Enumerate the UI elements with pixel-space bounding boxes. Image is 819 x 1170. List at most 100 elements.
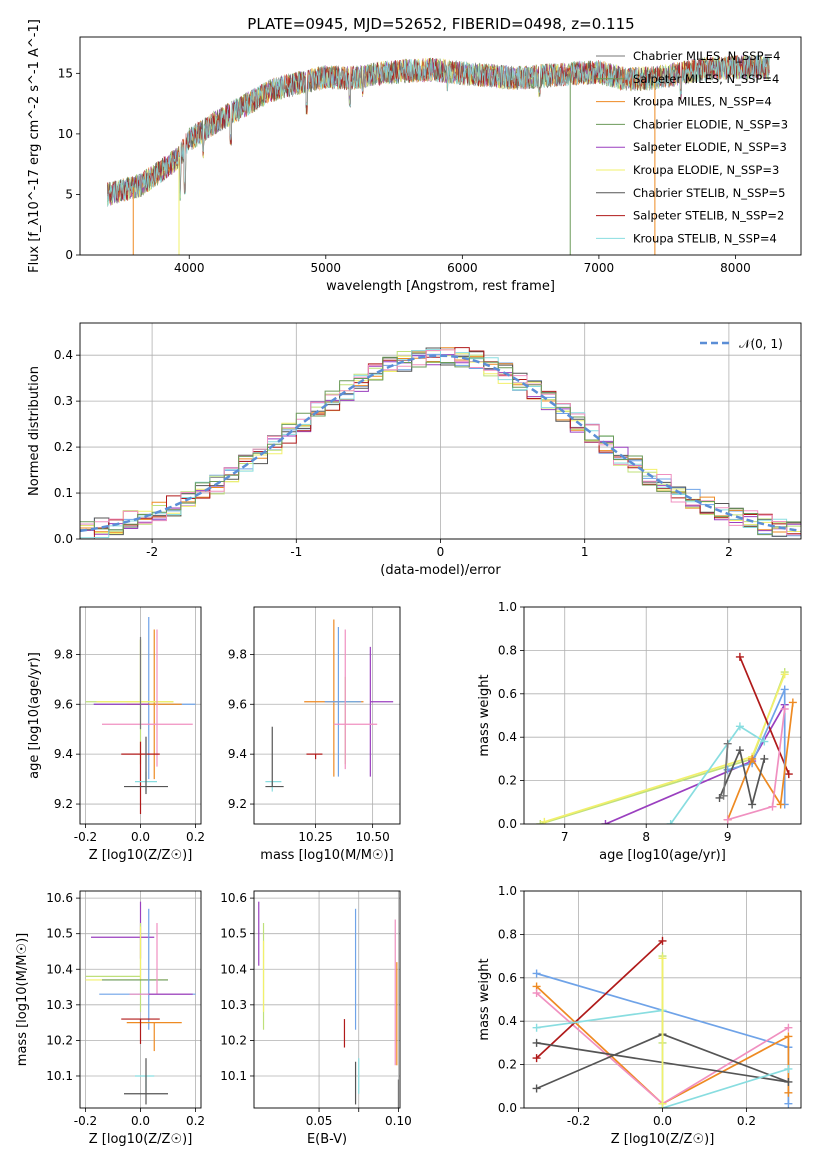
mass-weight-vs-Z-axes: -0.2 0.0 0.2 0.0 0.2 0.4 0.6 0.8 1.0 Z [log10(Z/Z… — [477, 884, 802, 1147]
weight-line — [726, 702, 794, 821]
y-axis-label: age [log10(age/yr)] — [27, 652, 42, 779]
mass-vs-Z-axes: -0.2 0.0 0.2 10.1 10.2 10.3 10.4 10.5 10.6 Z [log… — [15, 890, 205, 1147]
y-axis-label: mass weight — [477, 958, 492, 1040]
weight-line — [536, 985, 790, 1105]
weight-marker — [723, 739, 732, 748]
legend-label: Salpeter ELODIE, N_SSP=3 — [633, 140, 787, 154]
weight-line — [540, 671, 786, 824]
y-tick-label: 0.8 — [498, 643, 517, 657]
weight-marker — [760, 754, 769, 763]
weight-marker — [784, 770, 793, 779]
y-tick-label: 10 — [58, 127, 73, 141]
weight-marker — [784, 1088, 793, 1097]
spectrum-plot-area — [107, 55, 770, 255]
weight-marker — [658, 936, 667, 945]
legend-label: Salpeter STELIB, N_SSP=2 — [633, 209, 784, 223]
x-tick-label: 0.2 — [737, 1114, 756, 1128]
weight-marker — [776, 800, 785, 809]
legend-label: Salpeter MILES, N_SSP=4 — [633, 72, 779, 86]
x-axis-label: Z [log10(Z/Z☉)] — [89, 848, 193, 863]
x-tick-label: -1 — [290, 545, 302, 559]
mass-weight-vs-age-axes: 7 8 9 0.0 0.2 0.4 0.6 0.8 1.0 age [log10(age/yr)]… — [477, 600, 802, 863]
x-tick-label: 8000 — [720, 261, 751, 275]
x-tick-label: 0.10 — [385, 1114, 412, 1128]
legend-label: 𝒩(0, 1) — [739, 337, 783, 351]
histogram-step — [80, 349, 801, 536]
x-tick-label: 0.0 — [131, 1114, 150, 1128]
weight-marker — [780, 685, 789, 694]
y-tick-label: 0.8 — [498, 927, 517, 941]
x-tick-label: 0 — [437, 545, 445, 559]
mass-weight-vs-Z-plot-area — [532, 936, 793, 1108]
y-tick-label: 0.6 — [498, 687, 517, 701]
y-tick-label: 10.5 — [46, 927, 73, 941]
y-tick-label: 10.3 — [220, 998, 247, 1012]
y-tick-label: 9.2 — [54, 797, 73, 811]
y-axis-label: Normed distribution — [27, 366, 42, 496]
mass-weight-vs-age-frame — [523, 606, 802, 825]
x-tick-label: 10.25 — [298, 830, 332, 844]
spectrum-line — [107, 55, 770, 207]
y-tick-label: 9.8 — [54, 647, 73, 661]
x-tick-label: -0.2 — [567, 1114, 590, 1128]
weight-line — [536, 940, 664, 1059]
histogram-step — [80, 347, 801, 537]
x-axis-label: Z [log10(Z/Z☉)] — [89, 1132, 193, 1147]
y-tick-label: 0.3 — [54, 394, 73, 408]
y-tick-label: 10.2 — [220, 1033, 247, 1047]
y-axis-label: Flux [f_λ10^-17 erg cm^-2 s^-1 A^-1] — [27, 19, 42, 273]
spectrum-axes: 4000 5000 6000 7000 8000 0 5 10 15 wavelength [An… — [27, 19, 802, 294]
x-tick-label: 9 — [724, 830, 732, 844]
y-tick-label: 10.4 — [46, 962, 73, 976]
weight-marker — [658, 1099, 667, 1108]
x-tick-label: 0.0 — [653, 1114, 672, 1128]
spectrum-line — [107, 55, 770, 203]
weight-marker — [601, 820, 610, 824]
weight-marker — [768, 802, 777, 811]
y-tick-label: 0.0 — [54, 532, 73, 546]
weight-line — [722, 743, 729, 796]
y-tick-label: 10.1 — [46, 1069, 73, 1083]
weight-marker — [780, 670, 789, 679]
weight-marker — [784, 1023, 793, 1032]
x-tick-label: 8 — [642, 830, 650, 844]
weight-line — [727, 689, 786, 805]
mass-vs-ebv-axes: 0.05 0.10 10.1 10.2 10.3 10.4 10.5 10.6 E(B-V) — [220, 890, 412, 1147]
x-axis-label: mass [log10(M/M☉)] — [260, 848, 393, 863]
y-tick-label: 9.6 — [228, 697, 247, 711]
x-axis-label: age [log10(age/yr)] — [599, 848, 726, 863]
mass-vs-Z-plot-area — [85, 901, 196, 1105]
weight-line — [718, 747, 766, 805]
weight-line — [739, 656, 790, 775]
residual-histogram-frame — [79, 322, 802, 540]
age-vs-mass-frame — [253, 606, 401, 825]
y-tick-label: 0.0 — [498, 817, 517, 831]
age-vs-mass-plot-area — [265, 619, 394, 792]
weight-marker — [735, 652, 744, 661]
mass-weight-vs-age-plot-area — [536, 652, 797, 824]
weight-line — [605, 704, 786, 824]
y-tick-label: 10.1 — [220, 1069, 247, 1083]
weight-marker — [788, 698, 797, 707]
y-tick-label: 0.6 — [498, 971, 517, 985]
weight-marker — [735, 722, 744, 731]
weight-marker — [784, 1032, 793, 1041]
mass-vs-Z-frame — [79, 890, 202, 1109]
weight-marker — [715, 793, 724, 802]
residual-histogram-axes: -2 -1 0 1 2 0.0 0.1 0.2 0.3 0.4 (data-model)/error… — [27, 322, 802, 578]
age-vs-Z-frame — [79, 606, 202, 825]
x-tick-label: -0.2 — [74, 1114, 97, 1128]
y-tick-label: 1.0 — [498, 600, 517, 614]
weight-marker — [784, 1064, 793, 1073]
weight-line — [544, 673, 786, 823]
y-tick-label: 0 — [65, 248, 73, 262]
x-tick-label: 0.2 — [186, 830, 205, 844]
y-tick-label: 5 — [65, 187, 73, 201]
x-tick-label: 7 — [561, 830, 569, 844]
weight-marker — [532, 1038, 541, 1047]
x-tick-label: 2 — [725, 545, 733, 559]
spectrum-frame — [79, 36, 802, 256]
weight-marker — [735, 746, 744, 755]
figure-title: PLATE=0945, MJD=52652, FIBERID=0498, z=0… — [247, 15, 634, 33]
